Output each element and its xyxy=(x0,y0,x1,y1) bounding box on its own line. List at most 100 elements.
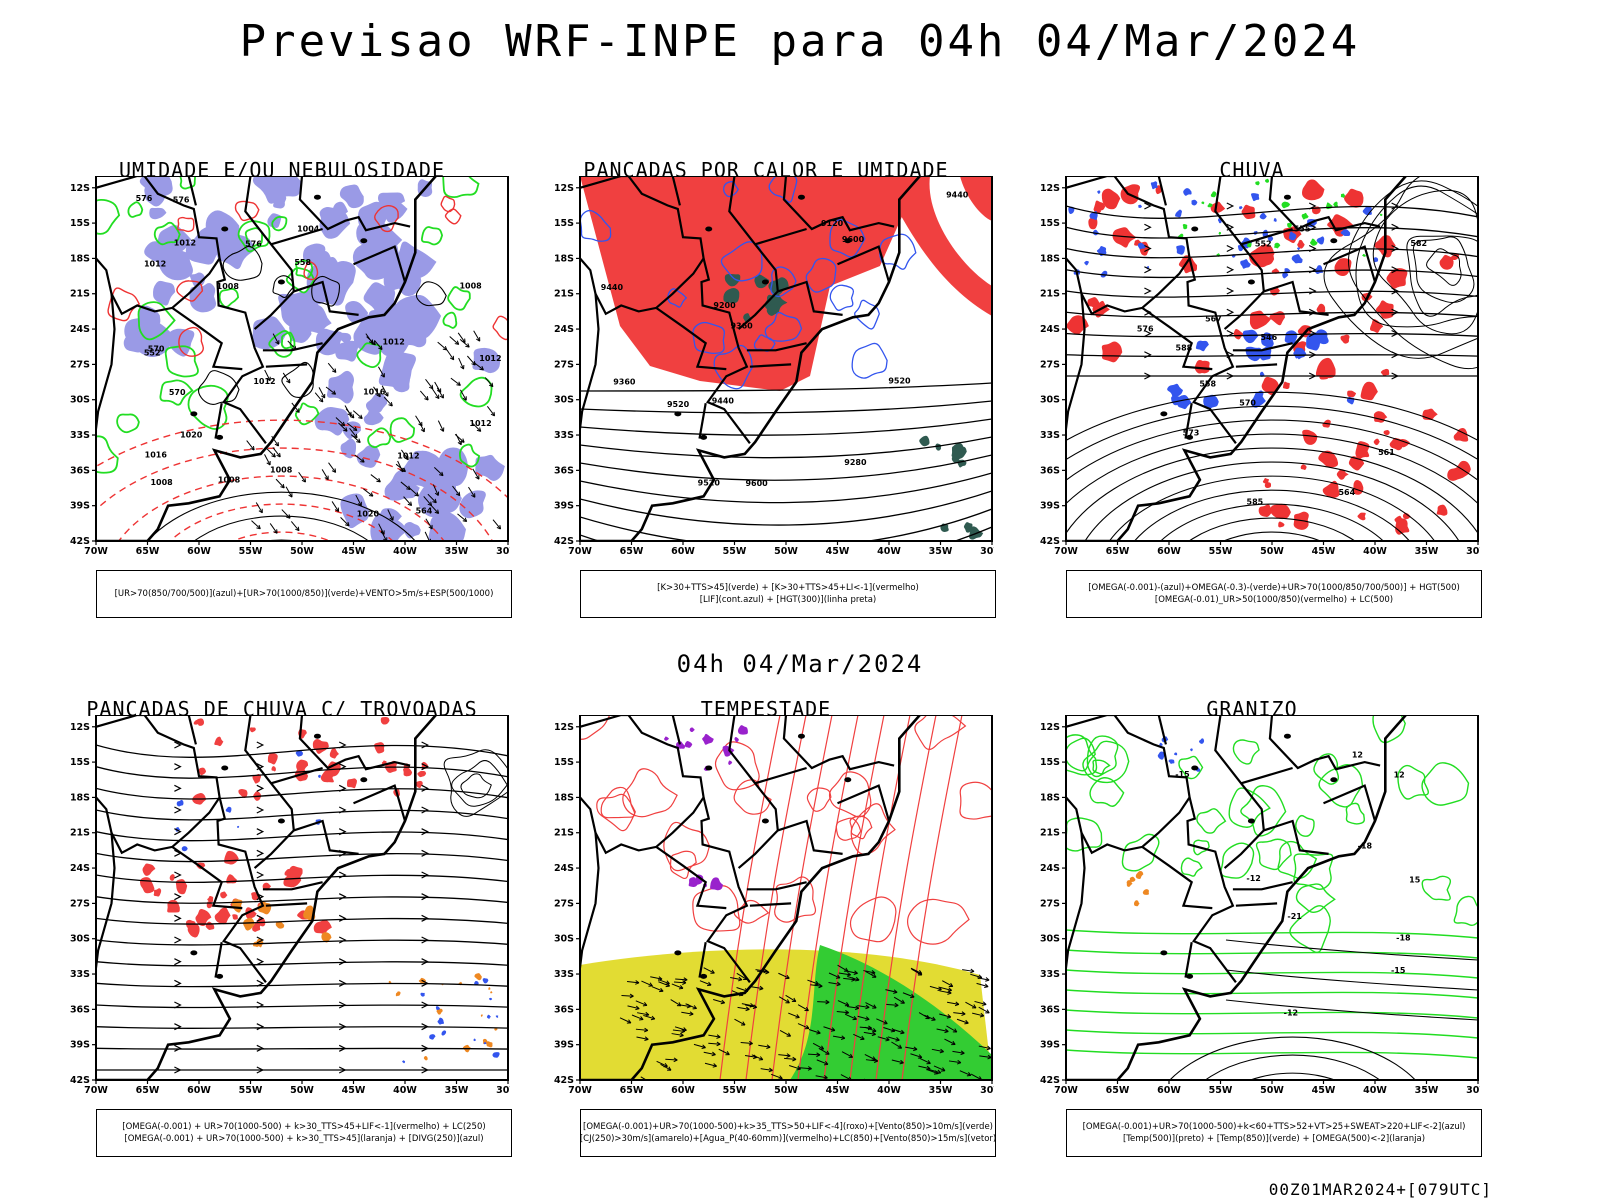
temp500-contour xyxy=(1204,1054,1381,1080)
map-background xyxy=(1066,715,1478,1080)
wind-vector-head xyxy=(738,976,743,982)
lake xyxy=(1330,777,1338,783)
lake xyxy=(360,238,368,244)
wind-vector-head xyxy=(766,1044,771,1050)
contour-label: -21 xyxy=(1287,912,1302,921)
thunderstorm-area xyxy=(252,922,261,932)
streamline xyxy=(96,1004,508,1009)
flow-arrow xyxy=(421,979,429,987)
political-border xyxy=(754,766,807,785)
wind-vector xyxy=(432,484,439,496)
precipitable-water-contour xyxy=(733,899,770,924)
wind-vector-head xyxy=(288,493,293,498)
political-border xyxy=(655,306,727,371)
lat-tick-label: 42S xyxy=(1040,536,1060,547)
humidity-low-contour xyxy=(127,201,144,218)
wind-vector xyxy=(425,378,434,390)
wind-vector-head xyxy=(462,517,468,522)
wind-vector xyxy=(713,999,725,1004)
height-contour xyxy=(1066,391,1478,441)
isobar xyxy=(146,491,416,541)
wind-vector xyxy=(454,433,465,443)
wind-vector xyxy=(449,336,460,345)
omega-area xyxy=(1195,340,1209,352)
wind-vector xyxy=(841,1051,853,1058)
contour-label: -18 xyxy=(1358,841,1373,850)
wind-vector-head xyxy=(266,461,271,466)
wind-vector-head xyxy=(844,1002,850,1007)
flow-arrow xyxy=(421,1001,429,1009)
wind-vector-head xyxy=(825,999,830,1005)
wind-vector xyxy=(970,1073,982,1080)
wind-vector-head xyxy=(823,1060,829,1066)
contour-label: -15 xyxy=(1175,770,1190,779)
temp850-contour xyxy=(1178,755,1204,780)
storm-area xyxy=(734,737,739,743)
political-border xyxy=(580,715,751,983)
lat-tick-label: 36S xyxy=(1040,1004,1060,1015)
wind-vector-head xyxy=(428,384,434,390)
wind-vector-head xyxy=(830,1027,836,1032)
rain-area xyxy=(1369,319,1384,333)
lon-tick-label: 55W xyxy=(239,1085,263,1096)
contour-label: 558 xyxy=(294,258,311,267)
lon-tick-label: 70W xyxy=(1054,546,1078,557)
omega-area xyxy=(1291,254,1303,264)
lake xyxy=(360,777,368,783)
wind-vector-head xyxy=(455,491,461,497)
humidity-high-area xyxy=(319,207,340,231)
wind-vector xyxy=(651,986,664,992)
wind-vector xyxy=(708,1034,721,1038)
humidity-high-area xyxy=(339,184,364,209)
wind-vector-head xyxy=(496,524,502,530)
wind-vector-head xyxy=(971,1004,977,1009)
wind-vector-head xyxy=(846,972,851,977)
contour-label: 1004 xyxy=(297,224,320,233)
humidity-low-contour xyxy=(237,220,271,253)
flow-arrow xyxy=(421,849,429,857)
streamline xyxy=(1066,311,1478,318)
humidity-high-area xyxy=(353,314,389,355)
lat-tick-label: 39S xyxy=(1040,1040,1060,1051)
lat-tick-label: 12S xyxy=(554,722,574,733)
rain-area xyxy=(1375,300,1394,319)
wind-vector-head xyxy=(676,1002,682,1007)
isobar xyxy=(197,370,240,405)
flow-arrow xyxy=(421,763,429,771)
lat-tick-label: 15S xyxy=(554,218,574,229)
omega-area xyxy=(1176,245,1185,255)
wind-vector xyxy=(836,1010,849,1014)
wind-vector xyxy=(656,1060,668,1067)
lake xyxy=(700,973,708,979)
temp850-contour xyxy=(1066,1049,1478,1059)
streamline xyxy=(1066,205,1478,219)
wind-vector-head xyxy=(970,968,975,974)
temp850-contour xyxy=(1066,817,1103,852)
temp850-contour xyxy=(1066,949,1478,959)
streamline xyxy=(771,715,833,1080)
wind-vector-head xyxy=(648,982,653,987)
streamline xyxy=(719,715,781,1080)
rain-area xyxy=(1389,437,1403,451)
lat-tick-label: 39S xyxy=(554,1040,574,1051)
political-border xyxy=(298,715,411,771)
thunderstorm-area xyxy=(169,874,175,881)
flow-arrow xyxy=(338,1066,347,1074)
lat-tick-label: 15S xyxy=(554,757,574,768)
streamline xyxy=(1066,247,1478,259)
wind-vector xyxy=(816,1059,829,1065)
temp500-contour xyxy=(1248,1072,1337,1080)
political-border xyxy=(580,176,751,444)
contour-label: 9520 xyxy=(698,478,721,487)
contour-label: 1008 xyxy=(150,478,173,487)
wind-vector xyxy=(699,980,712,986)
wind-vector xyxy=(737,1006,750,1010)
wind-vector-head xyxy=(925,1014,930,1020)
humidity-low-contour xyxy=(271,215,288,232)
thunderstorm-area xyxy=(214,736,224,747)
political-border xyxy=(293,819,359,855)
political-border xyxy=(1066,715,1237,983)
humidity-low-contour xyxy=(367,427,392,449)
